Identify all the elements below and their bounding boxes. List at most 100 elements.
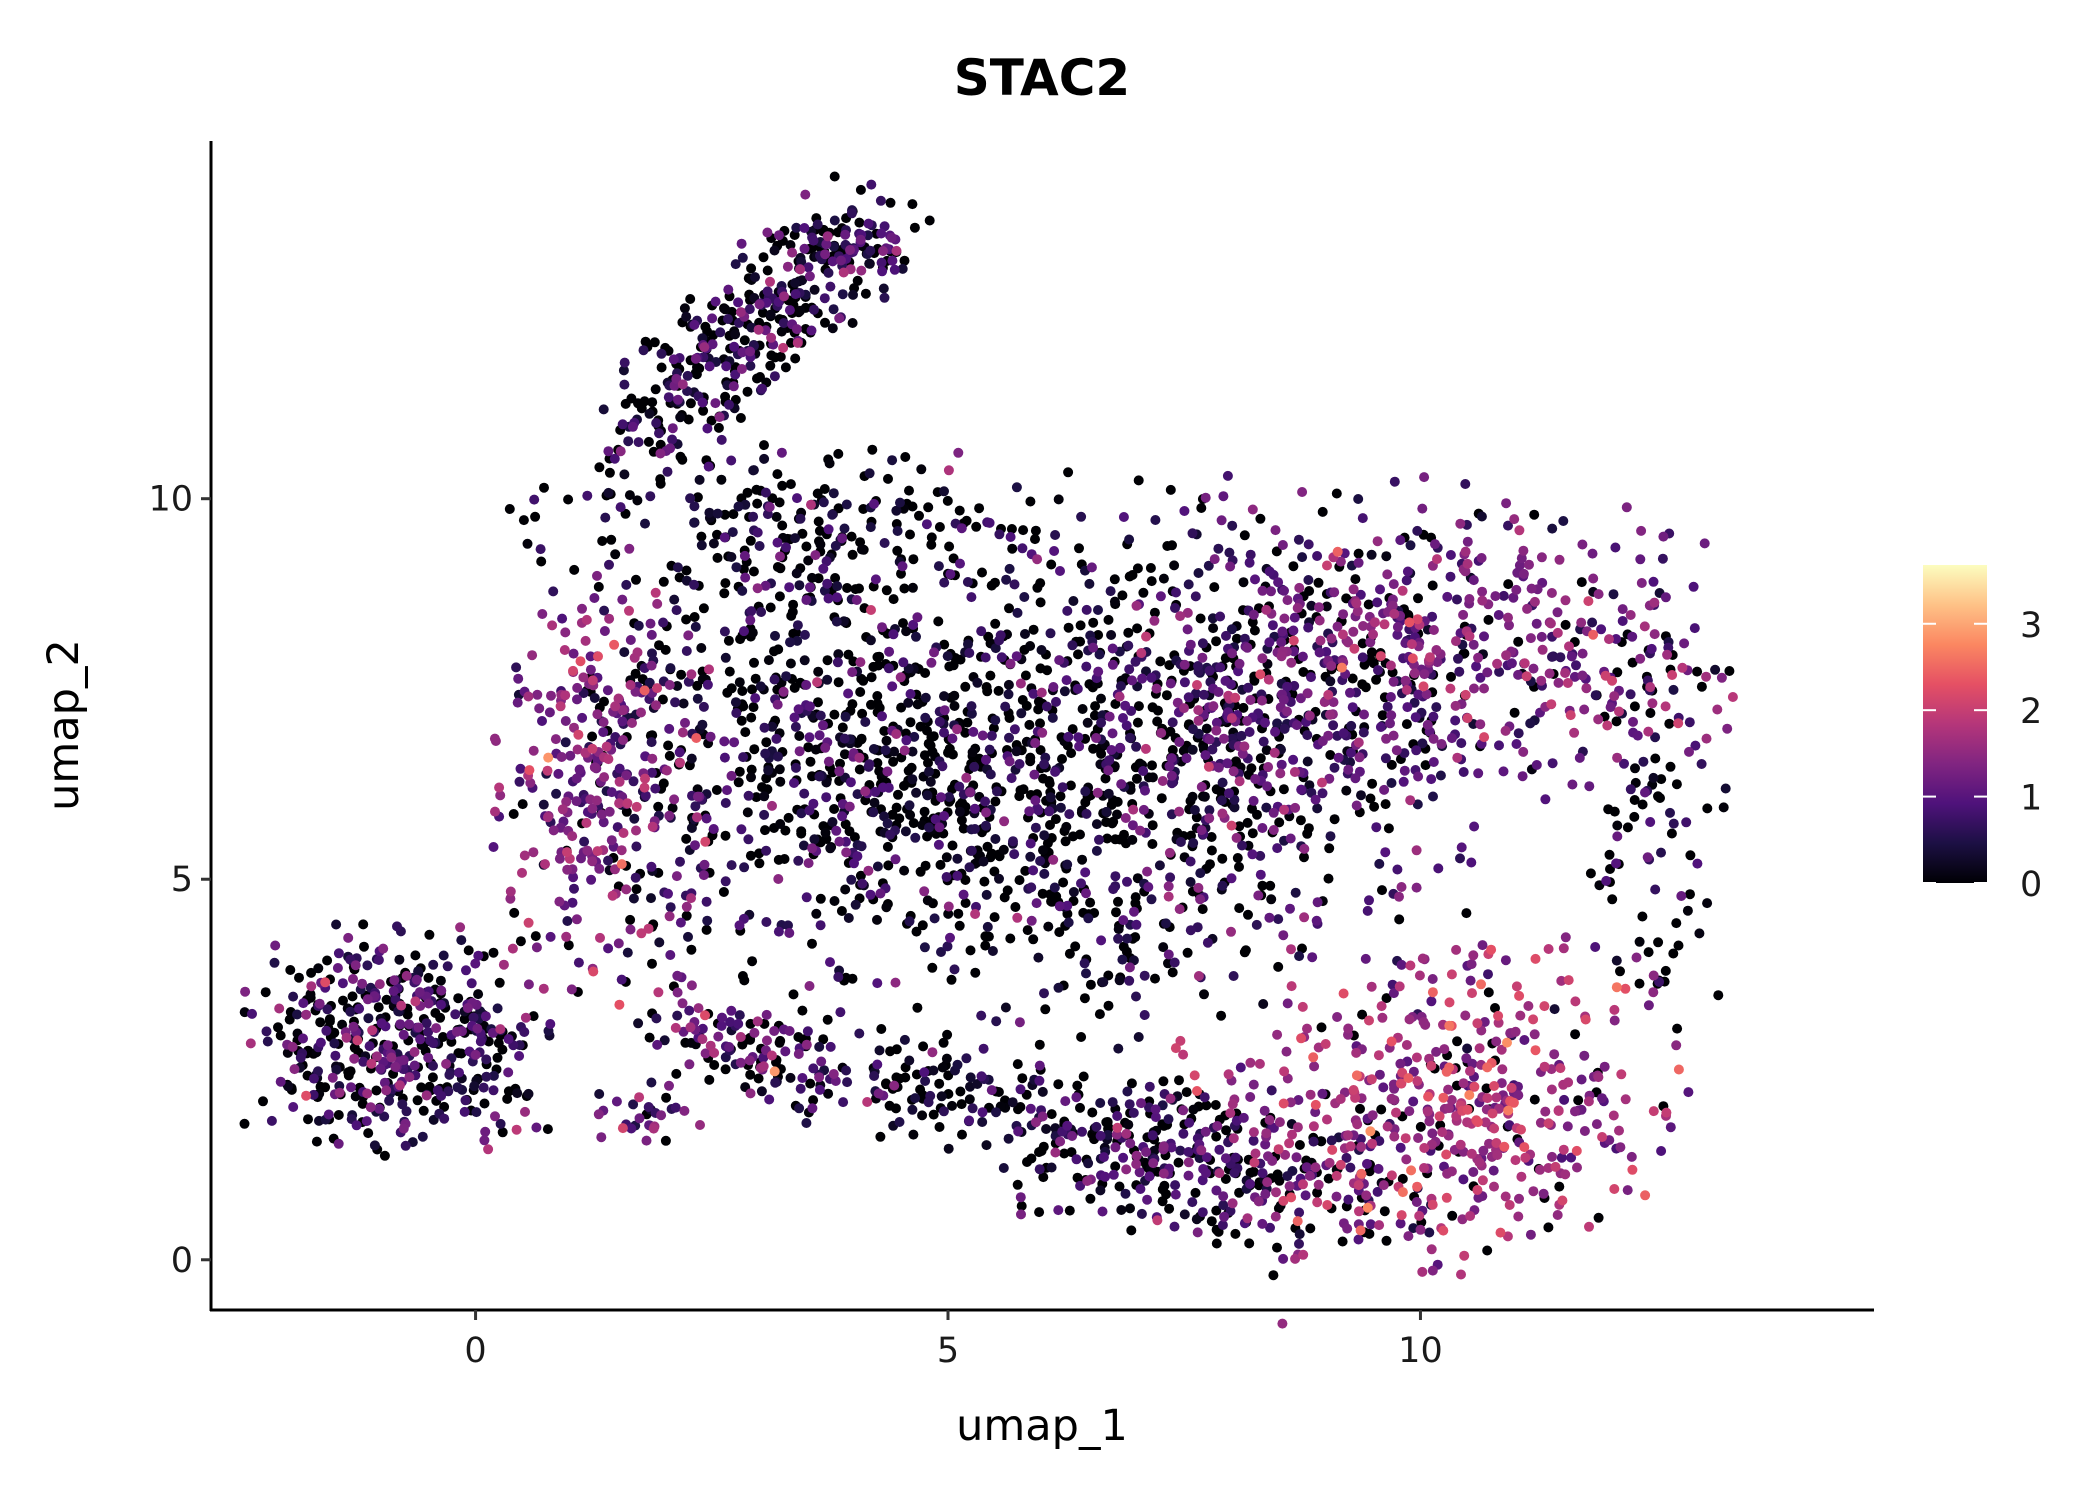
data-point	[1120, 1188, 1131, 1199]
data-point	[1125, 1203, 1135, 1214]
data-point	[639, 685, 650, 696]
data-point	[1415, 1224, 1426, 1235]
data-point	[1190, 591, 1201, 602]
data-point	[1174, 1075, 1184, 1086]
data-point	[1332, 1012, 1343, 1022]
data-point	[730, 329, 741, 340]
data-point	[269, 957, 280, 968]
data-point	[792, 620, 803, 631]
data-point	[774, 497, 785, 508]
data-point	[746, 764, 757, 775]
data-point	[883, 473, 893, 484]
data-point	[1450, 700, 1461, 711]
data-point	[1050, 530, 1061, 540]
data-point	[737, 347, 748, 358]
data-point	[743, 790, 754, 801]
data-point	[903, 765, 914, 776]
data-point	[872, 691, 883, 701]
data-point	[1278, 930, 1289, 941]
data-point	[597, 536, 608, 546]
data-point	[1620, 983, 1631, 994]
data-point	[569, 883, 579, 894]
data-point	[1247, 504, 1258, 515]
data-point	[943, 465, 954, 476]
data-point	[1302, 756, 1313, 767]
data-point	[1110, 871, 1121, 882]
data-point	[1611, 858, 1622, 869]
data-point	[492, 1003, 503, 1014]
data-point	[454, 1067, 464, 1078]
data-point	[1552, 1210, 1563, 1220]
data-point	[681, 910, 692, 921]
data-point	[1179, 703, 1189, 714]
data-point	[1406, 639, 1417, 650]
data-point	[1422, 1106, 1433, 1117]
data-point	[1055, 791, 1066, 802]
data-point	[1257, 695, 1267, 706]
data-point	[999, 816, 1010, 827]
data-point	[966, 701, 977, 712]
data-point	[1351, 800, 1362, 811]
data-point	[977, 1117, 988, 1127]
data-point	[1346, 747, 1356, 758]
data-point	[1660, 592, 1671, 603]
data-point	[580, 635, 591, 646]
data-point	[504, 504, 515, 514]
data-point	[1170, 1043, 1181, 1054]
data-point	[1288, 625, 1299, 636]
data-point	[1354, 752, 1365, 763]
data-point	[679, 1105, 690, 1116]
data-point	[981, 807, 992, 818]
data-point	[899, 865, 910, 876]
data-point	[1133, 701, 1144, 712]
data-point	[1553, 677, 1564, 688]
data-point	[1000, 1002, 1011, 1013]
data-point	[1166, 753, 1177, 764]
data-point	[1420, 760, 1431, 771]
data-point	[1282, 998, 1293, 1009]
data-point	[1158, 1168, 1169, 1179]
data-point	[1539, 1001, 1550, 1012]
data-point	[550, 734, 561, 745]
data-point	[701, 896, 712, 907]
data-point	[1169, 560, 1180, 571]
data-point	[593, 581, 604, 592]
data-point	[858, 504, 869, 514]
data-point	[1179, 506, 1190, 516]
data-point	[1476, 979, 1486, 990]
data-point	[589, 693, 600, 703]
data-point	[1228, 971, 1239, 981]
data-point	[670, 697, 681, 708]
data-point	[1323, 873, 1334, 884]
data-point	[515, 936, 526, 947]
data-point	[1591, 1119, 1602, 1130]
data-point	[1431, 645, 1442, 655]
data-point	[1218, 733, 1229, 744]
data-point	[1261, 745, 1272, 756]
data-point	[1130, 932, 1141, 943]
data-point	[711, 785, 722, 795]
data-point	[1546, 699, 1557, 710]
data-point	[814, 771, 825, 782]
data-point	[1034, 1060, 1045, 1071]
data-point	[794, 746, 805, 757]
data-point	[647, 767, 657, 778]
data-point	[1281, 1046, 1292, 1057]
data-point	[686, 823, 697, 833]
data-point	[1464, 594, 1475, 604]
data-point	[744, 304, 755, 315]
data-point	[991, 1016, 1002, 1027]
data-point	[720, 830, 731, 841]
data-point	[864, 759, 875, 770]
data-point	[707, 313, 718, 324]
data-point	[1425, 652, 1435, 663]
data-point	[797, 1073, 808, 1083]
data-point	[1242, 716, 1253, 726]
data-point	[1004, 603, 1014, 614]
data-point	[1257, 1168, 1268, 1179]
data-point	[1222, 758, 1233, 769]
data-point	[1701, 671, 1712, 682]
data-point	[1487, 1108, 1498, 1119]
data-point	[338, 995, 348, 1006]
data-point	[622, 798, 633, 809]
